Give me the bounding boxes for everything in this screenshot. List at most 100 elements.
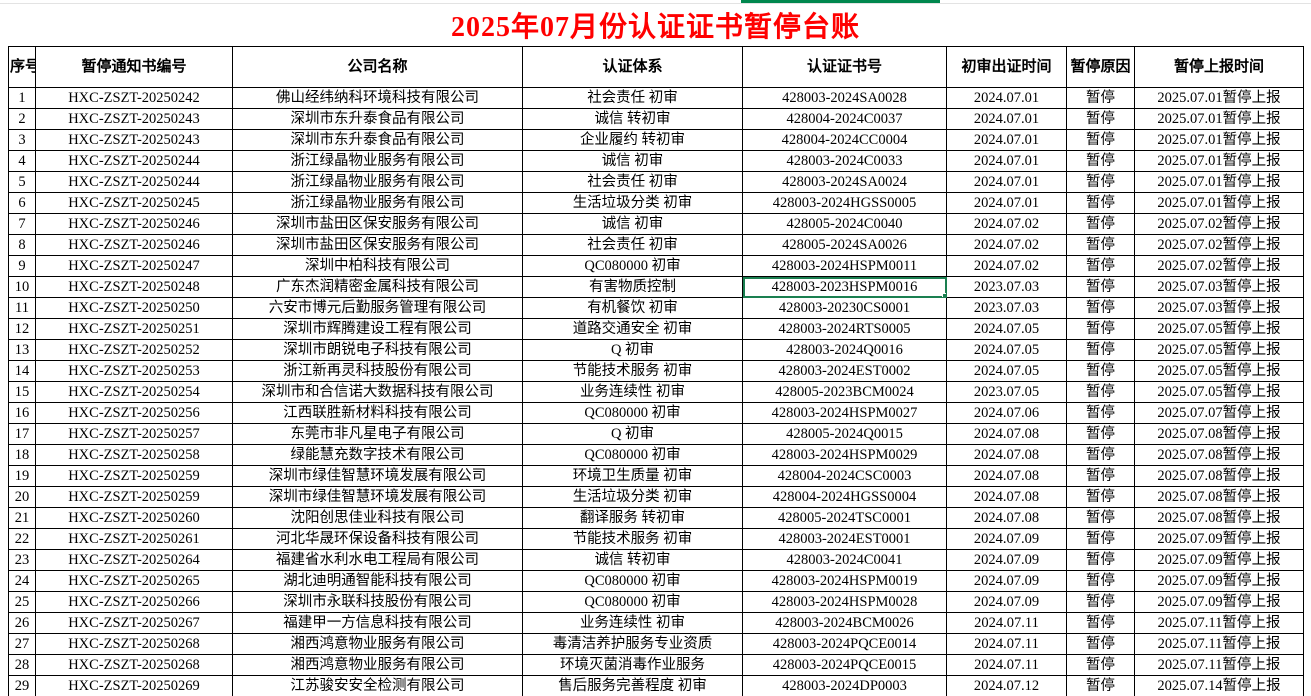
cell-cert-no[interactable]: 428003-2024HSPM0029 [742,444,947,466]
cell-system[interactable]: 诚信 转初审 [522,549,743,571]
cell-cert-no[interactable]: 428003-2024HSPM0028 [742,591,947,613]
table-row[interactable]: 16 HXC-ZSZT-20250256 江西联胜新材料科技有限公司 QC080000… [8,402,1304,424]
cell-reason[interactable]: 暂停 [1066,444,1135,466]
cell-notice-no[interactable]: HXC-ZSZT-20250243 [35,129,233,151]
cell-system[interactable]: 诚信 初审 [522,150,743,172]
cell-index[interactable]: 1 [8,87,36,109]
cell-notice-no[interactable]: HXC-ZSZT-20250251 [35,318,233,340]
cell-system[interactable]: 业务连续性 初审 [522,381,743,403]
cell-notice-no[interactable]: HXC-ZSZT-20250246 [35,213,233,235]
cell-index[interactable]: 14 [8,360,36,382]
cell-reason[interactable]: 暂停 [1066,192,1135,214]
cell-first-issue-date[interactable]: 2024.07.01 [946,192,1067,214]
table-row[interactable]: 26 HXC-ZSZT-20250267 福建甲一方信息科技有限公司 业务连续性 初审… [8,612,1304,634]
cell-company[interactable]: 广东杰润精密金属科技有限公司 [232,276,523,298]
cell-first-issue-date[interactable]: 2024.07.08 [946,507,1067,529]
cell-first-issue-date[interactable]: 2024.07.01 [946,108,1067,130]
cell-system[interactable]: 业务连续性 初审 [522,612,743,634]
cell-first-issue-date[interactable]: 2024.07.08 [946,465,1067,487]
cell-first-issue-date[interactable]: 2024.07.11 [946,612,1067,634]
cell-index[interactable]: 7 [8,213,36,235]
cell-notice-no[interactable]: HXC-ZSZT-20250246 [35,234,233,256]
cell-cert-no[interactable]: 428004-2024C0037 [742,108,947,130]
cell-notice-no[interactable]: HXC-ZSZT-20250268 [35,633,233,655]
cell-cert-no[interactable]: 428003-2024C0033 [742,150,947,172]
cell-report-date[interactable]: 2025.07.11暂停上报 [1134,654,1304,676]
cell-company[interactable]: 江西联胜新材料科技有限公司 [232,402,523,424]
cell-first-issue-date[interactable]: 2024.07.09 [946,528,1067,550]
cell-reason[interactable]: 暂停 [1066,402,1135,424]
cell-system[interactable]: 有害物质控制 [522,276,743,298]
cell-first-issue-date[interactable]: 2024.07.08 [946,486,1067,508]
table-row[interactable]: 20 HXC-ZSZT-20250259 深圳市绿佳智慧环境发展有限公司 生活垃圾分类… [8,486,1304,508]
cell-notice-no[interactable]: HXC-ZSZT-20250253 [35,360,233,382]
cell-reason[interactable]: 暂停 [1066,360,1135,382]
cell-reason[interactable]: 暂停 [1066,213,1135,235]
cell-system[interactable]: 企业履约 转初审 [522,129,743,151]
cell-index[interactable]: 23 [8,549,36,571]
cell-system[interactable]: 翻译服务 转初审 [522,507,743,529]
cell-report-date[interactable]: 2025.07.11暂停上报 [1134,633,1304,655]
cell-reason[interactable]: 暂停 [1066,423,1135,445]
table-row[interactable]: 2 HXC-ZSZT-20250243 深圳市东升泰食品有限公司 诚信 转初审 4280… [8,108,1304,130]
cell-reason[interactable]: 暂停 [1066,633,1135,655]
table-row[interactable]: 3 HXC-ZSZT-20250243 深圳市东升泰食品有限公司 企业履约 转初审 42… [8,129,1304,151]
cell-company[interactable]: 浙江新再灵科技股份有限公司 [232,360,523,382]
cell-reason[interactable]: 暂停 [1066,507,1135,529]
cell-cert-no[interactable]: 428005-2024Q0015 [742,423,947,445]
cell-cert-no[interactable]: 428005-2024C0040 [742,213,947,235]
cell-notice-no[interactable]: HXC-ZSZT-20250243 [35,108,233,130]
cell-index[interactable]: 17 [8,423,36,445]
cell-index[interactable]: 9 [8,255,36,277]
column-header-notice-no[interactable]: 暂停通知书编号 [35,46,233,88]
cell-company[interactable]: 深圳市东升泰食品有限公司 [232,129,523,151]
cell-reason[interactable]: 暂停 [1066,276,1135,298]
cell-notice-no[interactable]: HXC-ZSZT-20250259 [35,465,233,487]
cell-company[interactable]: 沈阳创思佳业科技有限公司 [232,507,523,529]
cell-index[interactable]: 24 [8,570,36,592]
cell-reason[interactable]: 暂停 [1066,339,1135,361]
cell-report-date[interactable]: 2025.07.03暂停上报 [1134,276,1304,298]
cell-system[interactable]: 售后服务完善程度 初审 [522,675,743,696]
cell-cert-no-selected[interactable]: 428003-2023HSPM0016 [742,276,947,298]
cell-system[interactable]: 诚信 初审 [522,213,743,235]
cell-reason[interactable]: 暂停 [1066,465,1135,487]
cell-company[interactable]: 浙江绿晶物业服务有限公司 [232,171,523,193]
cell-first-issue-date[interactable]: 2024.07.02 [946,213,1067,235]
cell-reason[interactable]: 暂停 [1066,108,1135,130]
cell-company[interactable]: 深圳市绿佳智慧环境发展有限公司 [232,486,523,508]
cell-first-issue-date[interactable]: 2024.07.11 [946,633,1067,655]
cell-system[interactable]: 节能技术服务 初审 [522,528,743,550]
cell-first-issue-date[interactable]: 2024.07.12 [946,675,1067,696]
cell-system[interactable]: QC080000 初审 [522,570,743,592]
cell-company[interactable]: 深圳市和合信诺大数据科技有限公司 [232,381,523,403]
cell-index[interactable]: 18 [8,444,36,466]
table-row[interactable]: 17 HXC-ZSZT-20250257 东莞市非凡星电子有限公司 Q 初审 42800… [8,423,1304,445]
cell-company[interactable]: 深圳市盐田区保安服务有限公司 [232,213,523,235]
cell-first-issue-date[interactable]: 2024.07.08 [946,423,1067,445]
cell-first-issue-date[interactable]: 2024.07.06 [946,402,1067,424]
cell-index[interactable]: 28 [8,654,36,676]
column-header-cert-no[interactable]: 认证证书号 [742,46,947,88]
cell-cert-no[interactable]: 428003-2024BCM0026 [742,612,947,634]
cell-cert-no[interactable]: 428005-2023BCM0024 [742,381,947,403]
cell-notice-no[interactable]: HXC-ZSZT-20250259 [35,486,233,508]
cell-first-issue-date[interactable]: 2024.07.02 [946,234,1067,256]
cell-reason[interactable]: 暂停 [1066,129,1135,151]
cell-reason[interactable]: 暂停 [1066,255,1135,277]
cell-report-date[interactable]: 2025.07.08暂停上报 [1134,486,1304,508]
cell-index[interactable]: 3 [8,129,36,151]
cell-reason[interactable]: 暂停 [1066,612,1135,634]
cell-cert-no[interactable]: 428004-2024HGSS0004 [742,486,947,508]
cell-first-issue-date[interactable]: 2024.07.11 [946,654,1067,676]
cell-system[interactable]: QC080000 初审 [522,444,743,466]
cell-cert-no[interactable]: 428003-2024SA0024 [742,171,947,193]
table-row[interactable]: 21 HXC-ZSZT-20250260 沈阳创思佳业科技有限公司 翻译服务 转初审 4… [8,507,1304,529]
cell-report-date[interactable]: 2025.07.05暂停上报 [1134,360,1304,382]
cell-notice-no[interactable]: HXC-ZSZT-20250245 [35,192,233,214]
cell-first-issue-date[interactable]: 2024.07.05 [946,360,1067,382]
cell-system[interactable]: QC080000 初审 [522,402,743,424]
cell-company[interactable]: 深圳市盐田区保安服务有限公司 [232,234,523,256]
table-row[interactable]: 8 HXC-ZSZT-20250246 深圳市盐田区保安服务有限公司 社会责任 初审 4… [8,234,1304,256]
cell-first-issue-date[interactable]: 2024.07.05 [946,318,1067,340]
